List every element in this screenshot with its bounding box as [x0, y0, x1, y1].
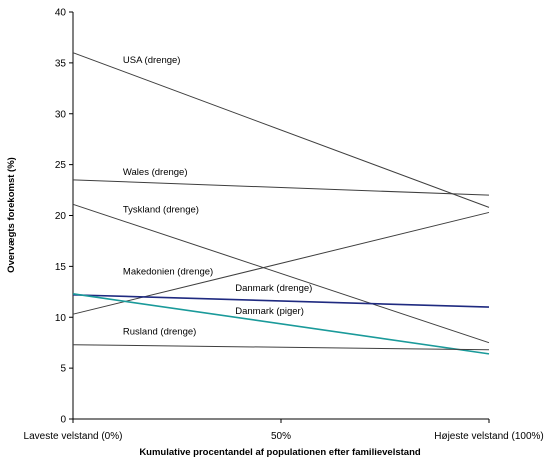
series-line [73, 53, 489, 208]
y-axis-title: Overvægts forekomst (%) [6, 157, 17, 273]
series-label: Makedonien (drenge) [123, 267, 213, 278]
series-label: Rusland (drenge) [123, 327, 196, 338]
y-tick-label: 30 [55, 109, 67, 120]
y-tick-label: 5 [60, 364, 66, 375]
y-tick-label: 15 [55, 262, 67, 273]
series-line [73, 294, 489, 354]
series-label: USA (drenge) [123, 55, 181, 66]
series-label: Tyskland (drenge) [123, 204, 199, 215]
y-tick-label: 10 [55, 313, 67, 324]
x-axis-title: Kumulative procentandel af populationen … [139, 447, 421, 458]
y-tick-label: 25 [55, 160, 67, 171]
y-tick-label: 0 [60, 415, 66, 426]
series-label: Danmark (drenge) [235, 283, 312, 294]
series-line [73, 180, 489, 195]
y-tick-label: 20 [55, 211, 67, 222]
x-tick-label: Højeste velstand (100%) [434, 431, 544, 442]
x-tick-label: 50% [271, 431, 291, 442]
series-label: Danmark (piger) [235, 306, 304, 317]
y-tick-label: 40 [55, 8, 67, 19]
y-tick-label: 35 [55, 58, 67, 69]
series-line [73, 212, 489, 314]
series-label: Wales (drenge) [123, 167, 188, 178]
x-tick-label: Laveste velstand (0%) [24, 431, 123, 442]
plot-area: 0 5 10 15 20 25 30 35 40 Laveste velstand (0%) 50%… [24, 8, 544, 443]
